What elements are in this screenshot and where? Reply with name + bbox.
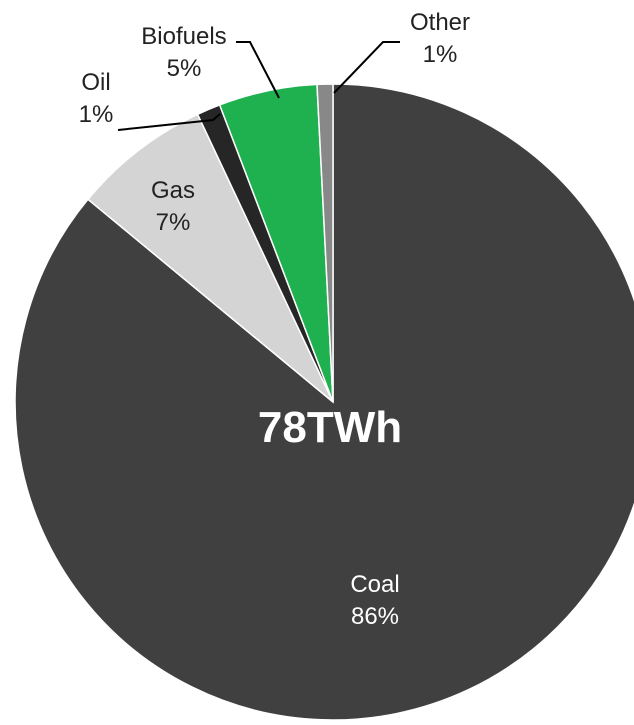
slice-label-gas: Gas bbox=[151, 177, 195, 204]
slice-percent-coal: 86% bbox=[351, 603, 399, 630]
leader-line-oil bbox=[117, 113, 221, 131]
pie-slice-coal bbox=[14, 83, 634, 721]
slice-label-oil: Oil bbox=[81, 69, 110, 96]
slice-label-coal: Coal bbox=[350, 571, 399, 598]
leader-line-biofuels bbox=[236, 41, 280, 99]
leader-line-other bbox=[333, 41, 400, 94]
slices-layer bbox=[14, 83, 634, 721]
slice-label-other: Other bbox=[410, 9, 470, 36]
labels-layer: Coal 86% Gas 7% Oil 1% Biofuels 5% Other 1% bbox=[79, 9, 470, 630]
slice-percent-biofuels: 5% bbox=[167, 55, 202, 82]
center-total-label: 78TWh bbox=[258, 403, 402, 452]
slice-percent-other: 1% bbox=[423, 41, 458, 68]
slice-label-biofuels: Biofuels bbox=[141, 23, 226, 50]
slice-percent-gas: 7% bbox=[156, 209, 191, 236]
pie-slice-gas bbox=[86, 113, 334, 403]
slice-percent-oil: 1% bbox=[79, 101, 114, 128]
leader-lines-layer bbox=[117, 41, 400, 131]
pie-slice-other bbox=[316, 83, 334, 403]
